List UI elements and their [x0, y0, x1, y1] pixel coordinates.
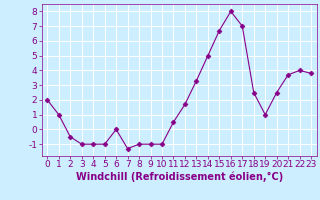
X-axis label: Windchill (Refroidissement éolien,°C): Windchill (Refroidissement éolien,°C) [76, 172, 283, 182]
